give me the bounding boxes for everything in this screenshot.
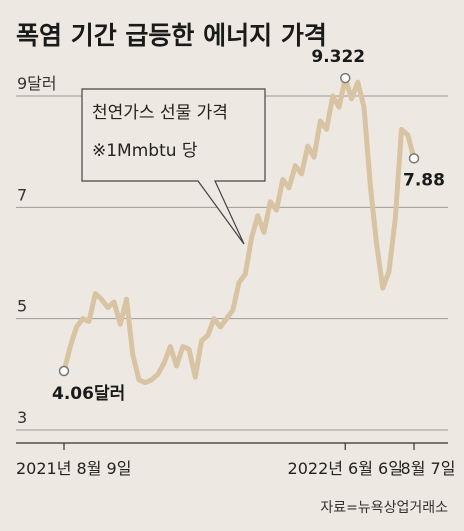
- legend-callout: 천연가스 선물 가격 ※1Mmbtu 당: [81, 88, 266, 245]
- callout-box: [81, 88, 266, 245]
- y-tick-label: 5: [17, 297, 27, 316]
- y-tick-label: 7: [17, 185, 27, 204]
- legend-series-name: 천연가스 선물 가격: [92, 103, 228, 123]
- legend-unit-note: ※1Mmbtu 당: [92, 141, 198, 161]
- y-axis-ticks: 9달러 7 5 3: [17, 74, 57, 427]
- source-note: 자료=뉴욕상업거래소: [320, 500, 448, 516]
- y-tick-label: 3: [17, 408, 27, 427]
- chart-title: 폭염 기간 급등한 에너지 가격: [16, 21, 327, 50]
- data-label: 7.88: [403, 170, 445, 190]
- x-tick-label: 8월 7일: [401, 459, 456, 478]
- y-tick-label: 9달러: [17, 74, 57, 93]
- x-tick-label: 2022년 6월 6일: [288, 459, 403, 478]
- series-markers: [58, 72, 420, 377]
- data-labels: 4.06달러 9.322 7.88: [52, 47, 445, 404]
- series-line: [61, 75, 417, 386]
- x-tick-label: 2021년 8월 9일: [16, 459, 131, 478]
- data-label: 9.322: [311, 47, 365, 67]
- data-label: 4.06달러: [52, 383, 125, 404]
- point-marker: [58, 365, 70, 377]
- point-marker: [408, 153, 420, 164]
- point-marker: [340, 72, 351, 84]
